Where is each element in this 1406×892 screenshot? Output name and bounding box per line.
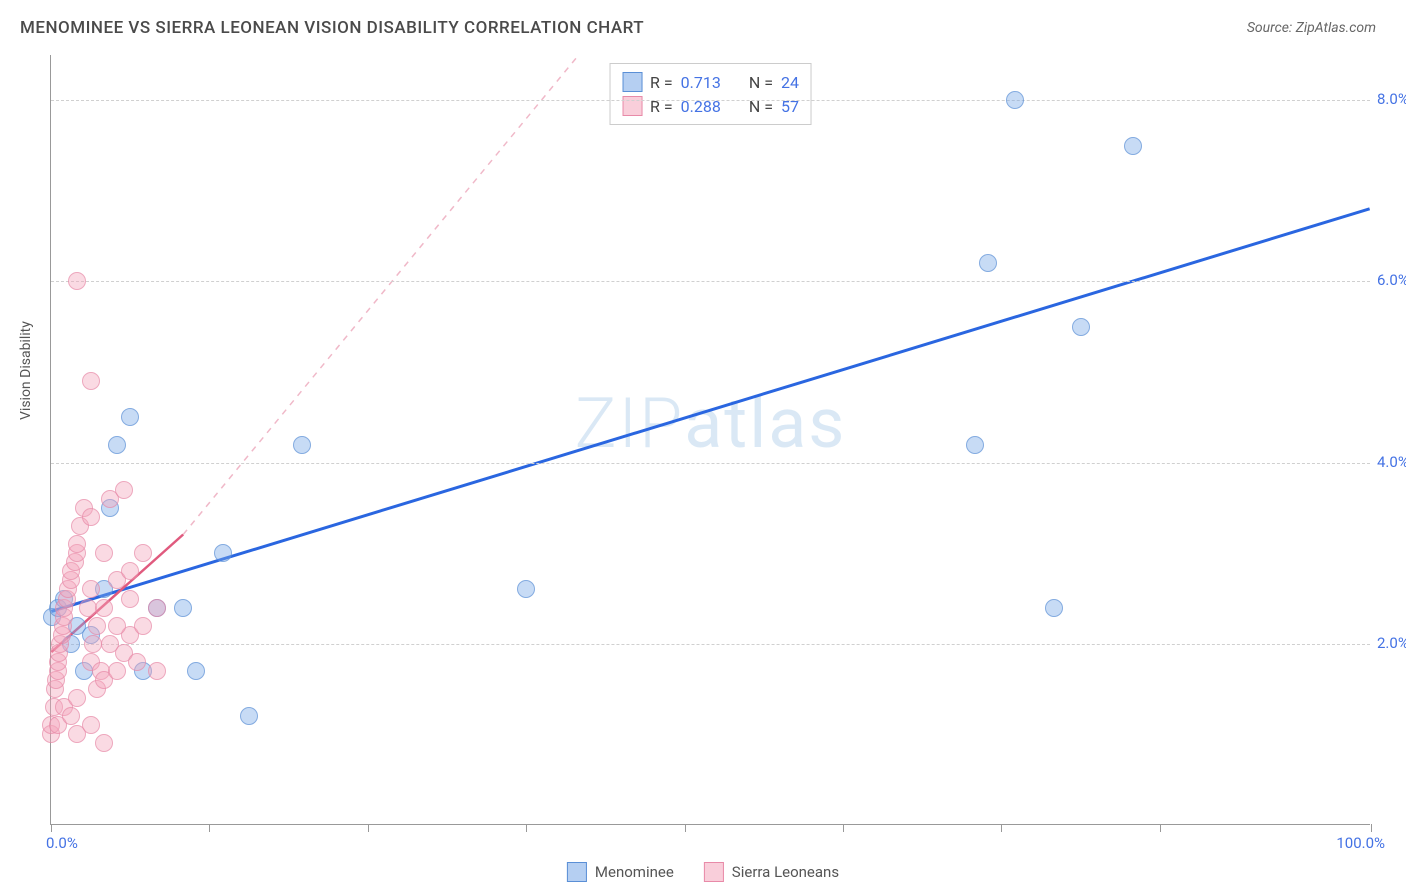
legend-swatch [622, 96, 642, 116]
n-label: N = [749, 73, 773, 92]
data-point [82, 372, 100, 390]
data-point [88, 617, 106, 635]
data-point [187, 662, 205, 680]
data-point [108, 617, 126, 635]
x-tick [1160, 824, 1161, 832]
data-point [240, 707, 258, 725]
x-tick [51, 824, 52, 832]
r-label: R = [650, 73, 673, 92]
trend-line [51, 209, 1369, 612]
y-tick-label: 2.0% [1377, 634, 1406, 652]
data-point [108, 662, 126, 680]
chart-title: MENOMINEE VS SIERRA LEONEAN VISION DISAB… [20, 18, 644, 38]
x-tick-label-right: 100.0% [1336, 834, 1385, 852]
y-tick-label: 8.0% [1377, 90, 1406, 108]
x-tick [526, 824, 527, 832]
source-label: Source: ZipAtlas.com [1247, 20, 1376, 36]
grid-line [51, 281, 1370, 282]
watermark: ZIPatlas [575, 383, 847, 465]
y-tick-label: 4.0% [1377, 453, 1406, 471]
legend-label: Menominee [595, 863, 674, 881]
data-point [966, 436, 984, 454]
data-point [1006, 91, 1024, 109]
legend-swatch [704, 862, 724, 882]
stats-legend-row: R =0.288N =57 [622, 94, 799, 118]
grid-line [51, 644, 1370, 645]
series-legend: Menominee Sierra Leoneans [567, 862, 839, 882]
data-point [84, 635, 102, 653]
data-point [214, 544, 232, 562]
data-point [979, 254, 997, 272]
chart-header: MENOMINEE VS SIERRA LEONEAN VISION DISAB… [0, 0, 1406, 48]
data-point [174, 599, 192, 617]
data-point [82, 716, 100, 734]
x-tick [368, 824, 369, 832]
data-point [128, 653, 146, 671]
data-point [148, 599, 166, 617]
data-point [121, 408, 139, 426]
data-point [293, 436, 311, 454]
data-point [121, 590, 139, 608]
data-point [68, 689, 86, 707]
x-tick-label-left: 0.0% [46, 834, 78, 852]
r-value: 0.713 [681, 73, 721, 92]
y-tick-label: 6.0% [1377, 271, 1406, 289]
data-point [1124, 137, 1142, 155]
grid-line [51, 100, 1370, 101]
stats-legend: R = 0.713 N = 24 R =0.288N =57 [609, 63, 812, 125]
x-tick [1001, 824, 1002, 832]
data-point [68, 535, 86, 553]
y-axis-label: Vision Disability [18, 321, 34, 420]
x-tick [843, 824, 844, 832]
data-point [95, 544, 113, 562]
data-point [1072, 318, 1090, 336]
data-point [108, 436, 126, 454]
stats-legend-row: R = 0.713 N = 24 [622, 70, 799, 94]
data-point [62, 707, 80, 725]
data-point [68, 272, 86, 290]
legend-swatch [567, 862, 587, 882]
data-point [82, 580, 100, 598]
data-point [95, 599, 113, 617]
legend-swatch [622, 72, 642, 92]
data-point [134, 617, 152, 635]
data-point [517, 580, 535, 598]
legend-item: Sierra Leoneans [704, 862, 839, 882]
chart-plot-area: ZIPatlas R =0.713N =24R =0.288N =57 2.0%… [50, 55, 1370, 825]
data-point [1045, 599, 1063, 617]
data-point [148, 662, 166, 680]
legend-label: Sierra Leoneans [732, 863, 839, 881]
data-point [121, 562, 139, 580]
data-point [115, 481, 133, 499]
x-tick [1371, 824, 1372, 832]
grid-line [51, 463, 1370, 464]
n-value: 24 [781, 73, 799, 92]
x-tick [209, 824, 210, 832]
data-point [134, 544, 152, 562]
data-point [95, 734, 113, 752]
x-tick [685, 824, 686, 832]
data-point [82, 508, 100, 526]
legend-item: Menominee [567, 862, 674, 882]
